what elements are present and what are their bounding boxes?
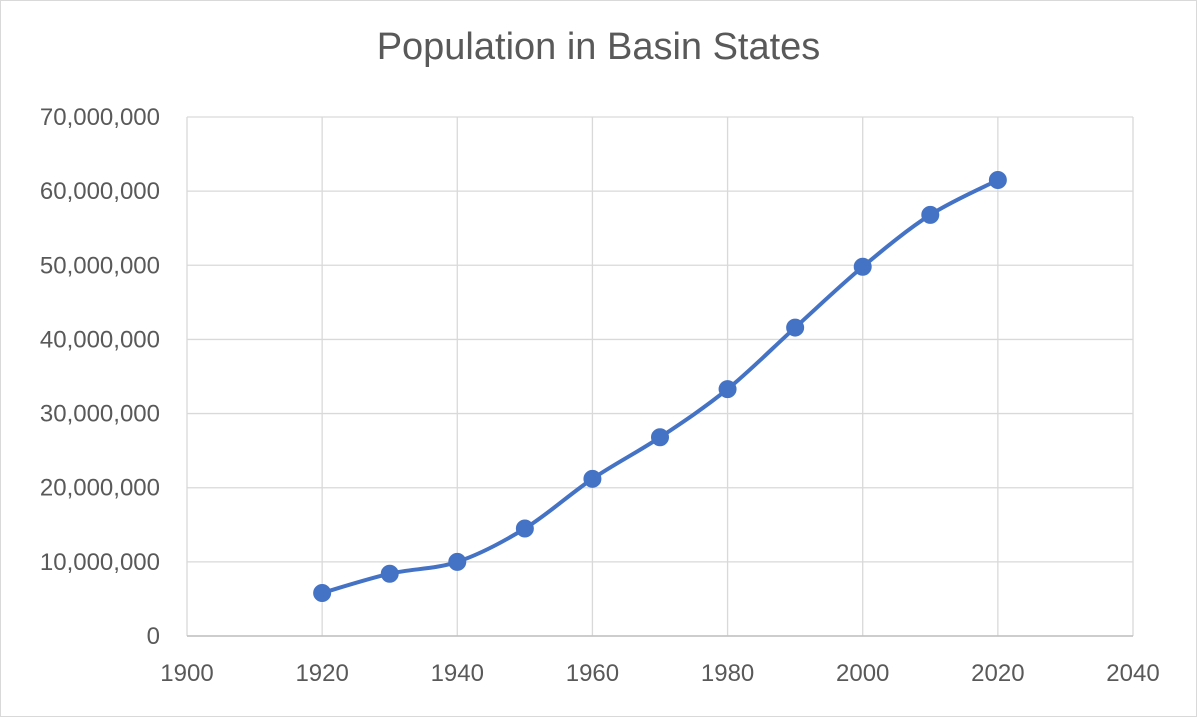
tick-labels: 0 10,000,000 20,000,000 30,000,000 40,000,00… bbox=[40, 104, 1160, 687]
data-point bbox=[515, 519, 534, 538]
y-tick-label: 70,000,000 bbox=[40, 104, 160, 131]
y-tick-label: 50,000,000 bbox=[40, 252, 160, 279]
data-point bbox=[921, 205, 940, 224]
y-tick-label: 30,000,000 bbox=[40, 401, 160, 428]
series-layer bbox=[313, 171, 1007, 602]
y-tick-label: 60,000,000 bbox=[40, 178, 160, 205]
data-point bbox=[313, 583, 332, 602]
x-tick-label: 2040 bbox=[1106, 660, 1159, 687]
x-tick-label: 1920 bbox=[295, 660, 348, 687]
x-tick-label: 1960 bbox=[566, 660, 619, 687]
data-point bbox=[380, 564, 399, 583]
y-tick-label: 0 bbox=[147, 623, 160, 650]
chart-title: Population in Basin States bbox=[376, 26, 821, 68]
y-tick-label: 20,000,000 bbox=[40, 475, 160, 502]
x-tick-label: 1900 bbox=[160, 660, 213, 687]
data-point bbox=[583, 469, 602, 488]
y-tick-label: 10,000,000 bbox=[40, 549, 160, 576]
x-tick-label: 1940 bbox=[431, 660, 484, 687]
data-point bbox=[448, 552, 467, 571]
data-point bbox=[718, 380, 737, 399]
data-point bbox=[853, 257, 872, 276]
x-tick-label: 2000 bbox=[836, 660, 889, 687]
y-tick-label: 40,000,000 bbox=[40, 326, 160, 353]
data-point bbox=[988, 171, 1007, 190]
data-point bbox=[651, 428, 669, 447]
series-line bbox=[320, 178, 1000, 595]
x-tick-label: 1980 bbox=[701, 660, 754, 687]
data-point bbox=[786, 318, 805, 337]
x-tick-label: 2020 bbox=[971, 660, 1024, 687]
grid-lines bbox=[186, 116, 1134, 637]
